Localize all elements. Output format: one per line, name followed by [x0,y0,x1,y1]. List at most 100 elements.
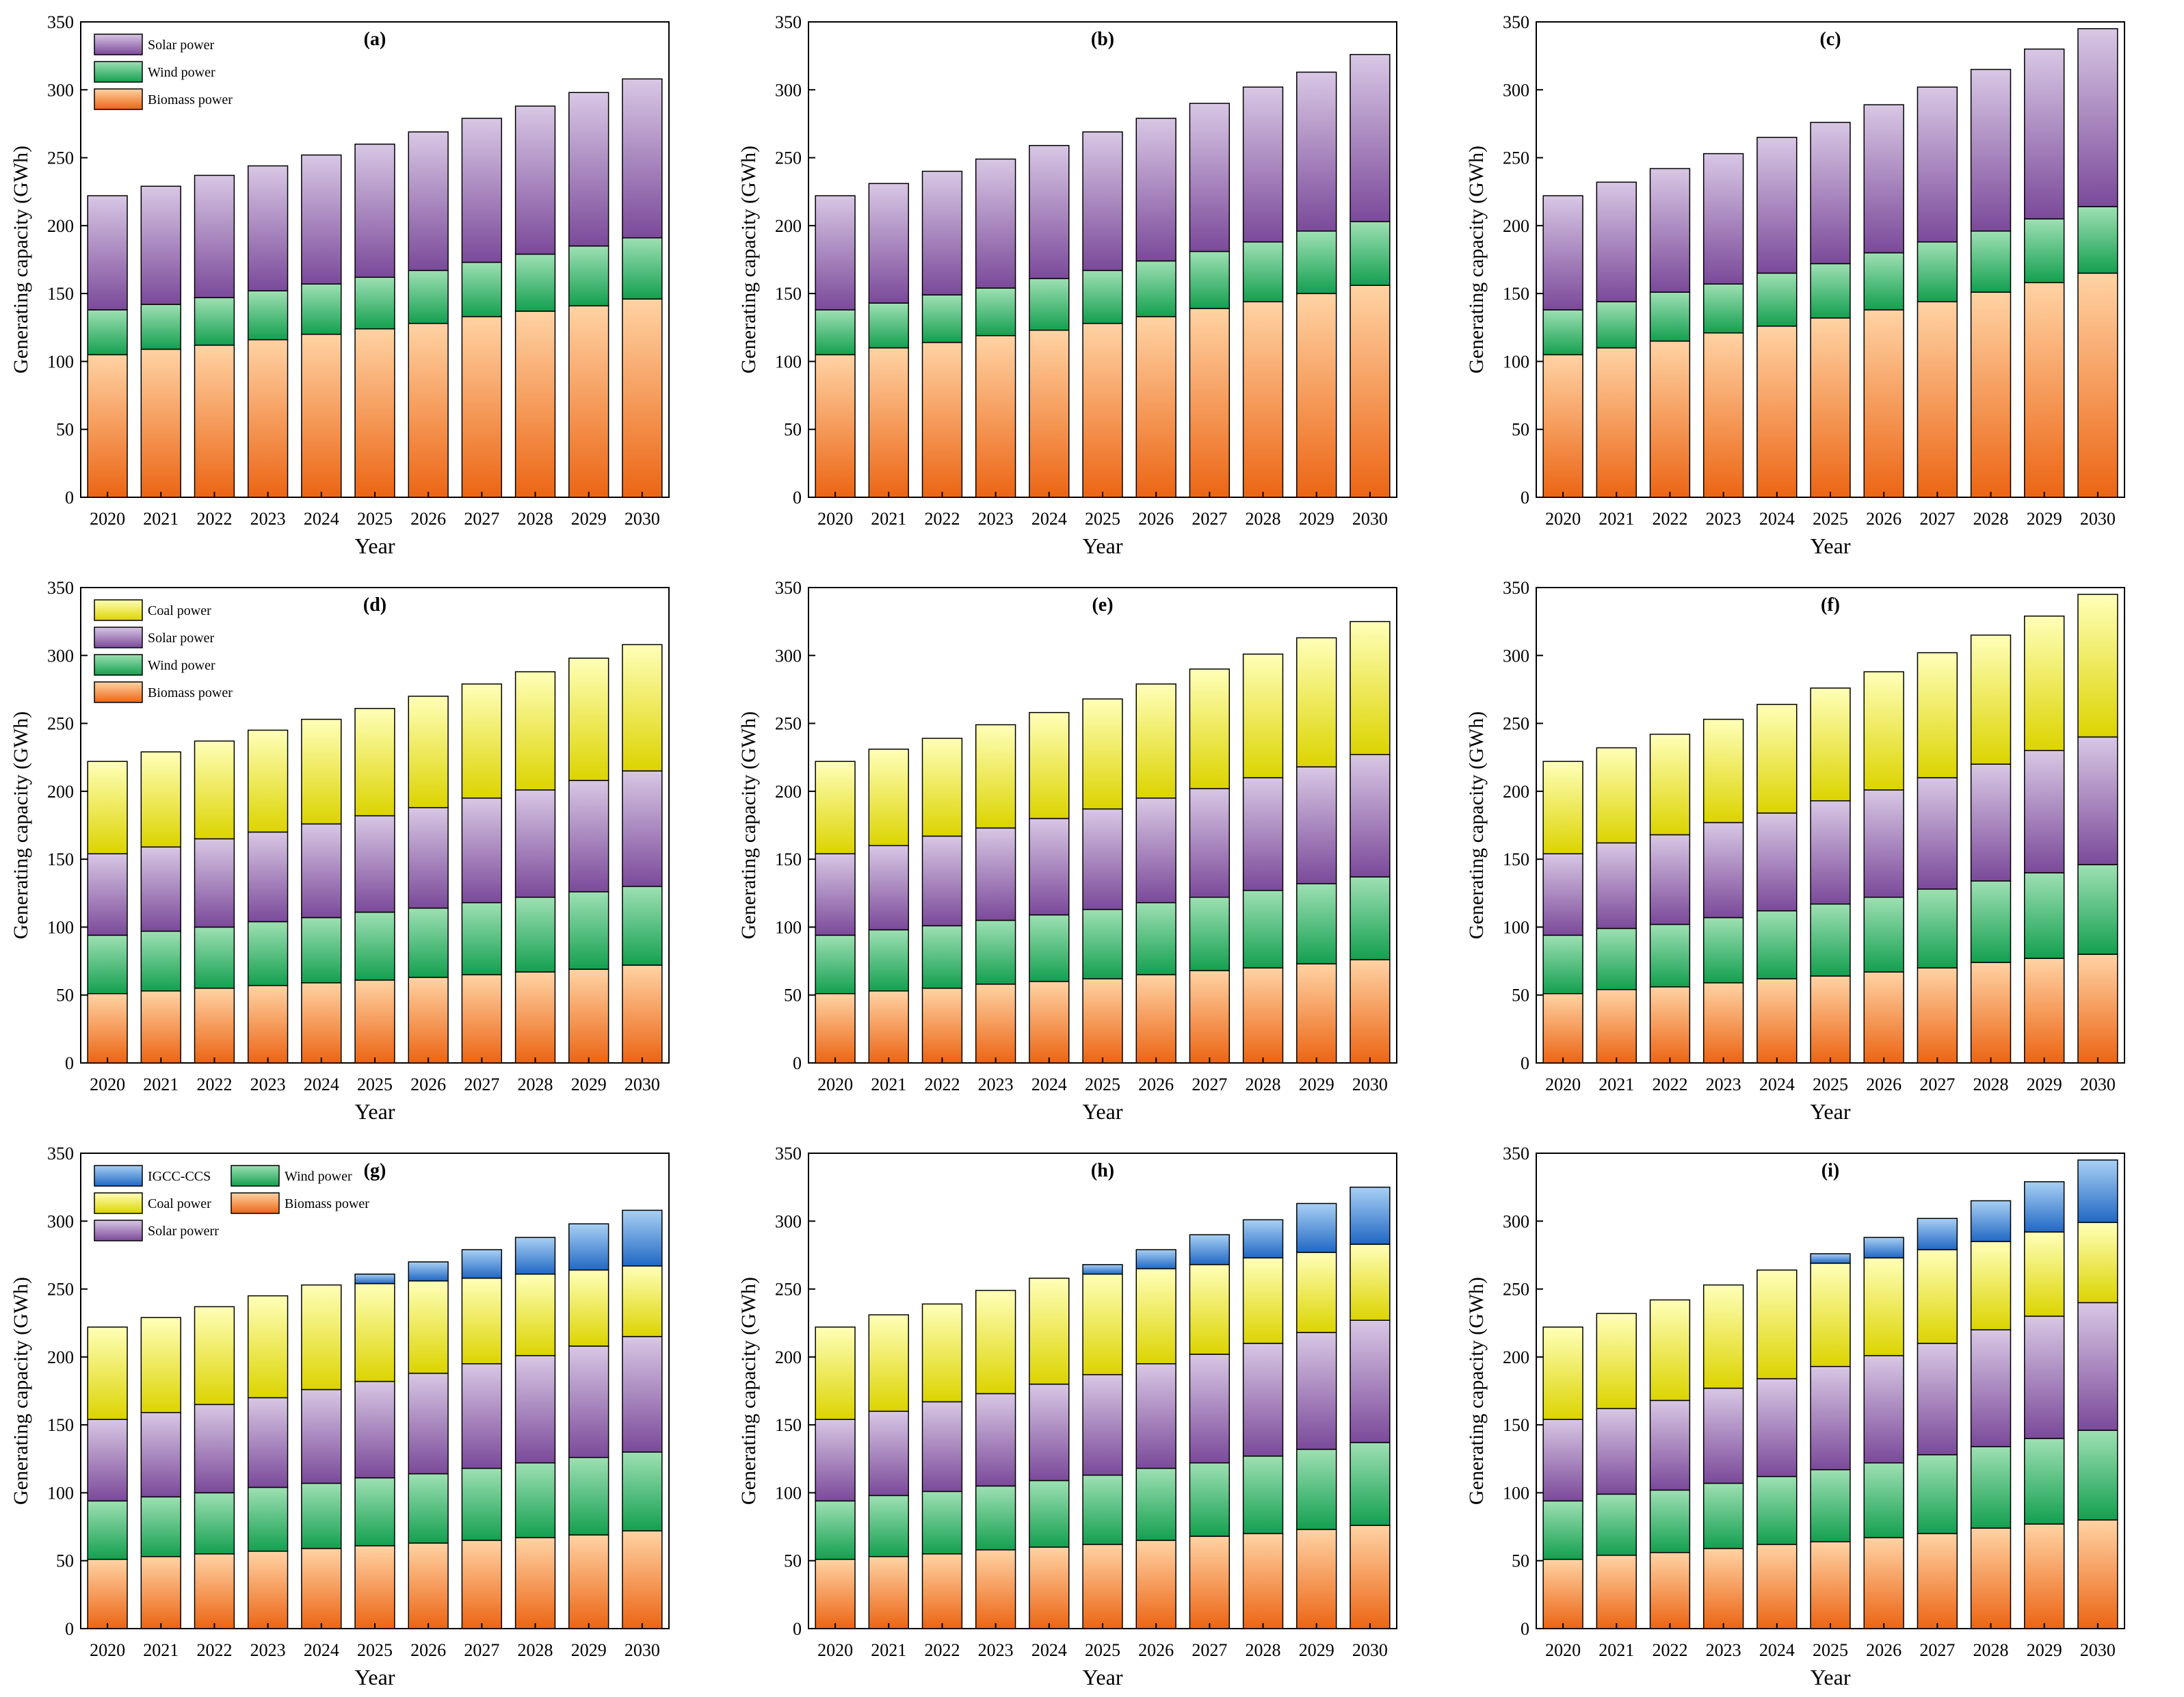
bar-wind-2027 [1189,1462,1231,1537]
bar-wind-2024 [1029,278,1070,331]
bar-wind-2028 [1970,880,2012,963]
bar-coal-2026 [1135,1268,1176,1365]
bar-solar-2021 [140,185,181,305]
bar-coal-2020 [815,761,856,854]
x-tick-label: 2029 [1299,1075,1334,1094]
chart-panel-a: 0 50 100 150 200 250 300 350 2020 2021 2022 2023 202… [10,12,670,558]
bar-wind-2021 [868,929,909,992]
bar-solar-2028 [514,105,556,255]
bar-coal-2020 [87,761,128,854]
bar-wind-2027 [1917,889,1958,969]
bar-solar-2028 [1242,86,1284,243]
y-tick-label: 300 [775,646,802,666]
bar-wind-2021 [140,1496,181,1557]
x-tick-label: 2030 [2080,509,2116,529]
bar-coal-2023 [975,724,1016,829]
bar-solar-2021 [868,183,909,304]
y-tick-label: 150 [775,850,802,869]
legend-label-igcc: IGCC-CCS [148,1169,211,1184]
bar-wind-2023 [1702,917,1744,984]
bar-wind-2025 [1082,269,1123,324]
y-tick-label: 300 [1503,1211,1529,1231]
bar-wind-2025 [1082,1474,1123,1545]
bar-wind-2024 [1029,1479,1070,1548]
bar-wind-2023 [1702,283,1744,334]
bar-igcc-2029 [568,1223,609,1271]
bar-coal-2028 [1970,634,2012,765]
y-tick-label: 350 [1503,578,1529,598]
y-tick-label: 0 [1521,1619,1529,1639]
bar-wind-2030 [2077,864,2118,955]
x-tick-label: 2025 [1085,1075,1120,1094]
bar-biomass-2023 [975,334,1016,498]
legend-swatch-wind [94,61,143,83]
y-tick-label: 0 [65,1053,74,1073]
x-tick-label: 2026 [1866,509,1902,529]
x-tick-label: 2030 [1352,509,1388,529]
bar-wind-2020 [1542,1500,1583,1560]
bar-solar-2020 [815,1419,856,1502]
bar-solar-2024 [1757,137,1798,274]
legend-label-wind: Wind power [148,65,215,80]
bar-coal-2027 [1189,668,1231,789]
bar-solar-2024 [1029,817,1070,916]
bar-biomass-2029 [1296,293,1337,498]
bar-biomass-2023 [247,339,289,498]
bar-biomass-2020 [1542,1558,1583,1629]
bar-biomass-2029 [2024,958,2065,1064]
bar-biomass-2024 [1757,978,1798,1064]
x-tick-label: 2020 [817,1075,853,1094]
bar-wind-2022 [921,294,963,343]
legend-label-solar: Solar powerr [148,1224,219,1239]
y-tick-label: 350 [1503,12,1529,32]
bar-solar-2026 [1863,789,1904,898]
x-tick-label: 2028 [1973,1640,2009,1660]
bar-wind-2025 [1810,263,1851,319]
y-tick-label: 150 [775,1415,802,1435]
bar-solar-2030 [2077,1302,2118,1431]
x-tick-label: 2023 [250,1075,286,1094]
x-tick-label: 2025 [1813,1640,1848,1660]
bar-wind-2021 [868,1495,909,1557]
bar-solar-2021 [140,1412,181,1498]
bar-biomass-2026 [1863,309,1904,498]
chart-title: (a) [364,29,386,50]
bar-solar-2025 [1810,1366,1851,1471]
bar-wind-2021 [1596,928,1637,990]
bar-wind-2030 [1350,1442,1391,1526]
x-tick-label: 2022 [196,1640,232,1660]
x-tick-label: 2022 [196,1075,232,1094]
bar-biomass-2027 [1189,970,1231,1064]
bar-biomass-2028 [1970,291,2012,498]
bar-coal-2024 [1757,1270,1798,1380]
bar-solar-2020 [1542,853,1583,936]
bar-solar-2030 [2077,736,2118,865]
bar-wind-2025 [354,276,395,330]
x-tick-label: 2020 [90,1075,125,1094]
x-tick-label: 2027 [1192,509,1227,529]
x-tick-label: 2028 [1246,509,1281,529]
bar-coal-2027 [461,1277,503,1365]
bar-wind-2024 [1757,1475,1798,1545]
legend-swatch-coal [94,1192,143,1214]
x-tick-label: 2021 [143,509,179,529]
bar-wind-2023 [1702,1482,1744,1549]
bar-solar-2023 [975,827,1016,921]
bar-wind-2026 [1863,1462,1904,1538]
bar-biomass-2028 [514,311,556,498]
bar-coal-2030 [2077,594,2118,738]
bar-solar-2027 [461,1363,503,1469]
bar-coal-2021 [1596,1313,1637,1410]
x-tick-label: 2025 [1085,1640,1120,1660]
bar-solar-2026 [1135,1363,1176,1469]
bar-wind-2021 [868,302,909,349]
bar-solar-2021 [1596,842,1637,930]
legend-label-biomass: Biomass power [285,1196,369,1211]
x-tick-label: 2026 [1866,1640,1902,1660]
bar-solar-2025 [1810,800,1851,905]
bar-solar-2030 [2077,28,2118,207]
bar-igcc-2030 [2077,1159,2118,1224]
bar-solar-2023 [1702,153,1744,285]
bar-solar-2026 [1135,798,1176,904]
y-axis-label: Generating capacity (GWh) [10,146,32,373]
